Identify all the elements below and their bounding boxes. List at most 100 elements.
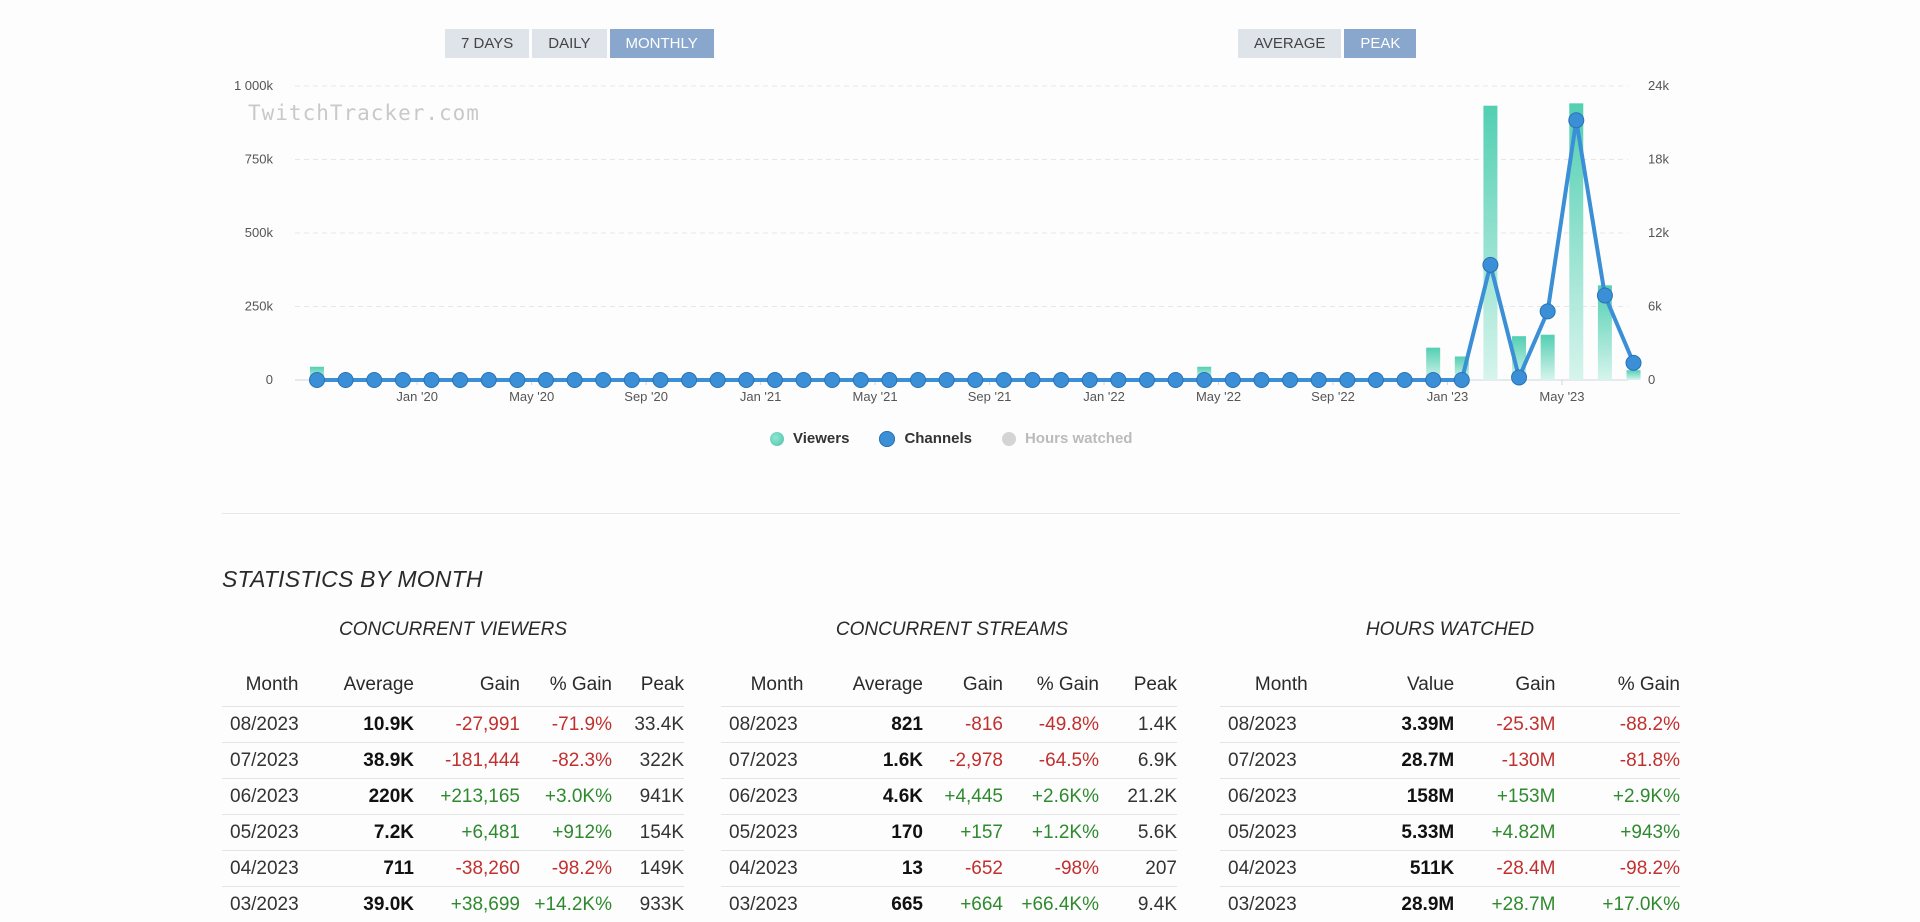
table-cell: 13 bbox=[833, 851, 923, 887]
col-average[interactable]: Average bbox=[322, 664, 414, 707]
table-cell: 7.2K bbox=[322, 815, 414, 851]
y-right-tick-label: 24k bbox=[1648, 78, 1669, 93]
hours-panel: HOURS WATCHED Month Value Gain % Gain 08… bbox=[1220, 616, 1680, 922]
y-left-tick-label: 0 bbox=[266, 372, 273, 387]
legend-hours-label: Hours watched bbox=[1025, 430, 1133, 447]
viewers-bar bbox=[1483, 106, 1497, 380]
viewers-bar bbox=[1541, 335, 1555, 380]
table-cell: -71.9% bbox=[520, 707, 612, 743]
range-7days-button[interactable]: 7 DAYS bbox=[445, 29, 529, 58]
x-tick-label: May '21 bbox=[853, 389, 898, 404]
col-gain[interactable]: Gain bbox=[414, 664, 520, 707]
channels-point bbox=[1340, 373, 1355, 388]
y-left-tick-label: 1 000k bbox=[234, 78, 274, 93]
table-cell: 941K bbox=[612, 779, 684, 815]
channels-point bbox=[1483, 257, 1498, 272]
channels-point bbox=[596, 373, 611, 388]
hours-header-row: Month Value Gain % Gain bbox=[1220, 664, 1680, 707]
table-cell: -27,991 bbox=[414, 707, 520, 743]
channels-point bbox=[1454, 373, 1469, 388]
x-tick-label: Jan '21 bbox=[740, 389, 782, 404]
col-peak[interactable]: Peak bbox=[612, 664, 684, 707]
mode-average-button[interactable]: AVERAGE bbox=[1238, 29, 1341, 58]
table-cell: +213,165 bbox=[414, 779, 520, 815]
channels-point bbox=[453, 373, 468, 388]
viewers-panel: CONCURRENT VIEWERS Month Average Gain % … bbox=[222, 616, 684, 922]
table-cell: 08/2023 bbox=[222, 707, 322, 743]
col-pct-gain[interactable]: % Gain bbox=[1555, 664, 1680, 707]
channels-point bbox=[1283, 373, 1298, 388]
table-cell: +6,481 bbox=[414, 815, 520, 851]
channels-point bbox=[939, 373, 954, 388]
table-cell: 06/2023 bbox=[1220, 779, 1343, 815]
channels-point bbox=[996, 373, 1011, 388]
col-pct-gain[interactable]: % Gain bbox=[520, 664, 612, 707]
channels-point bbox=[310, 373, 325, 388]
col-gain[interactable]: Gain bbox=[1454, 664, 1555, 707]
col-month[interactable]: Month bbox=[721, 664, 833, 707]
table-cell: 4.6K bbox=[833, 779, 923, 815]
table-cell: +4.82M bbox=[1454, 815, 1555, 851]
mode-peak-button[interactable]: PEAK bbox=[1344, 29, 1416, 58]
table-cell: -28.4M bbox=[1454, 851, 1555, 887]
table-cell: -88.2% bbox=[1555, 707, 1680, 743]
table-cell: 07/2023 bbox=[222, 743, 322, 779]
x-tick-label: May '22 bbox=[1196, 389, 1241, 404]
x-tick-label: Jan '22 bbox=[1083, 389, 1125, 404]
table-cell: +912% bbox=[520, 815, 612, 851]
y-left-tick-label: 250k bbox=[245, 299, 274, 314]
col-average[interactable]: Average bbox=[833, 664, 923, 707]
table-cell: 07/2023 bbox=[1220, 743, 1343, 779]
legend-hours-marker bbox=[1002, 432, 1016, 446]
table-cell: 154K bbox=[612, 815, 684, 851]
channels-point bbox=[367, 373, 382, 388]
table-cell: 04/2023 bbox=[1220, 851, 1343, 887]
range-daily-button[interactable]: DAILY bbox=[532, 29, 606, 58]
col-month[interactable]: Month bbox=[1220, 664, 1343, 707]
table-cell: -130M bbox=[1454, 743, 1555, 779]
table-cell: 05/2023 bbox=[1220, 815, 1343, 851]
channels-point bbox=[1197, 373, 1212, 388]
table-cell: 06/2023 bbox=[721, 779, 833, 815]
table-cell: +2.6K% bbox=[1003, 779, 1099, 815]
channels-point bbox=[682, 373, 697, 388]
channels-point bbox=[567, 373, 582, 388]
table-cell: 6.9K bbox=[1099, 743, 1177, 779]
streams-panel: CONCURRENT STREAMS Month Average Gain % … bbox=[721, 616, 1183, 922]
table-cell: -81.8% bbox=[1555, 743, 1680, 779]
range-monthly-button[interactable]: MONTHLY bbox=[610, 29, 714, 58]
table-cell: -181,444 bbox=[414, 743, 520, 779]
col-month[interactable]: Month bbox=[222, 664, 322, 707]
viewers-bar bbox=[1627, 370, 1641, 380]
y-left-tick-label: 500k bbox=[245, 225, 274, 240]
channels-point bbox=[510, 373, 525, 388]
channels-line bbox=[310, 113, 1642, 388]
col-value[interactable]: Value bbox=[1343, 664, 1455, 707]
legend-channels[interactable]: Channels bbox=[879, 430, 972, 447]
channels-point bbox=[1054, 373, 1069, 388]
x-tick-label: May '20 bbox=[509, 389, 554, 404]
table-cell: 05/2023 bbox=[721, 815, 833, 851]
col-gain[interactable]: Gain bbox=[923, 664, 1003, 707]
legend-channels-marker bbox=[879, 431, 895, 447]
channels-point bbox=[1368, 373, 1383, 388]
channels-point bbox=[825, 373, 840, 388]
col-pct-gain[interactable]: % Gain bbox=[1003, 664, 1099, 707]
channels-point bbox=[1597, 288, 1612, 303]
table-cell: 149K bbox=[612, 851, 684, 887]
y-left-tick-label: 750k bbox=[245, 152, 274, 167]
legend-viewers[interactable]: Viewers bbox=[770, 430, 849, 447]
streams-panel-title: CONCURRENT STREAMS bbox=[721, 616, 1183, 644]
viewers-header-row: Month Average Gain % Gain Peak bbox=[222, 664, 684, 707]
col-peak[interactable]: Peak bbox=[1099, 664, 1177, 707]
legend-hours-watched[interactable]: Hours watched bbox=[1002, 430, 1133, 447]
table-cell: -38,260 bbox=[414, 851, 520, 887]
table-cell: -49.8% bbox=[1003, 707, 1099, 743]
